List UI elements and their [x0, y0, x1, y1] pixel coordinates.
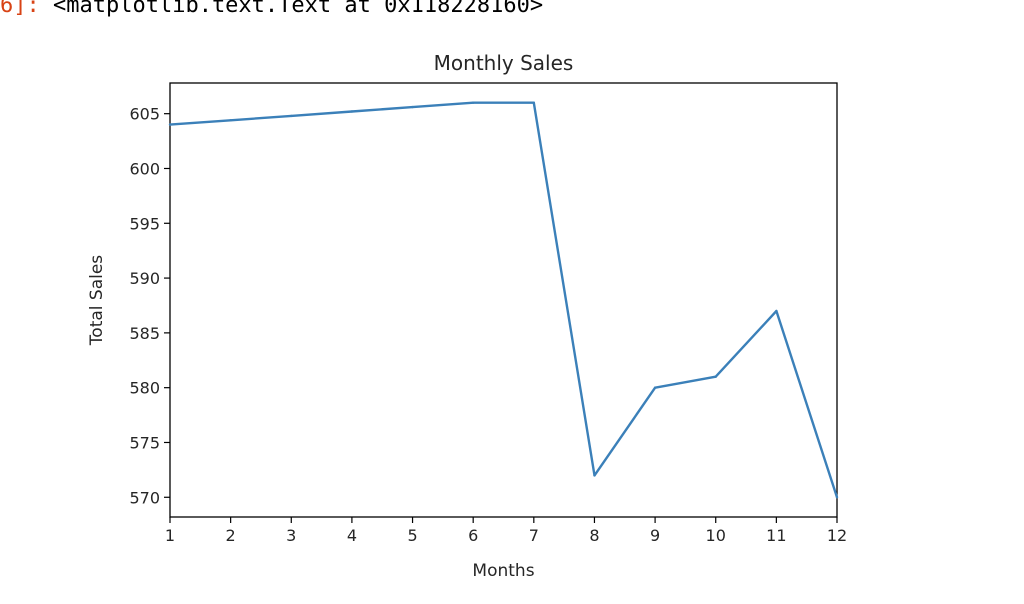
output-text: <matplotlib.text.Text at 0x118228160> [53, 0, 544, 18]
x-tick-label: 6 [468, 526, 478, 545]
x-tick-label: 4 [347, 526, 357, 545]
data-point [229, 119, 232, 122]
y-tick-label: 595 [129, 214, 160, 233]
y-tick-label: 600 [129, 159, 160, 178]
x-tick-label: 12 [827, 526, 847, 545]
data-point [472, 101, 475, 104]
x-axis: 1 2 3 4 5 6 7 8 9 10 11 12 [165, 517, 847, 545]
data-point [653, 386, 657, 389]
y-tick-label: 590 [129, 269, 160, 288]
series-points [168, 101, 839, 499]
x-tick-label: 7 [529, 526, 539, 545]
x-tick-label: 1 [165, 526, 175, 545]
data-point [411, 105, 414, 109]
x-tick-label: 3 [286, 526, 296, 545]
x-tick-label: 8 [589, 526, 599, 545]
x-tick-label: 9 [650, 526, 660, 545]
y-axis-title: Total Sales [87, 255, 107, 346]
data-point [593, 474, 596, 477]
y-tick-label: 605 [129, 105, 160, 124]
x-tick-label: 5 [407, 526, 417, 545]
data-point [775, 309, 778, 313]
y-tick-label: 580 [129, 379, 160, 398]
x-tick-label: 10 [706, 526, 726, 545]
x-tick-label: 11 [766, 526, 786, 545]
x-tick-label: 2 [226, 526, 236, 545]
y-tick-label: 575 [129, 433, 160, 452]
data-point [290, 114, 293, 118]
x-axis-title: Months [472, 561, 534, 581]
data-point [532, 101, 535, 104]
output-prompt: 6]: [0, 0, 40, 18]
y-axis: 570 575 580 585 590 595 600 605 [129, 105, 170, 507]
data-point [714, 375, 717, 378]
y-tick-label: 585 [129, 324, 160, 343]
chart-title: Monthly Sales [434, 51, 574, 75]
data-point [168, 123, 172, 126]
output-line: 6]: <matplotlib.text.Text at 0x118228160… [0, 0, 543, 18]
data-point [350, 110, 354, 113]
y-tick-label: 570 [129, 488, 160, 507]
series-line [169, 101, 839, 498]
data-point [835, 496, 839, 499]
plot-area-frame [169, 82, 838, 518]
